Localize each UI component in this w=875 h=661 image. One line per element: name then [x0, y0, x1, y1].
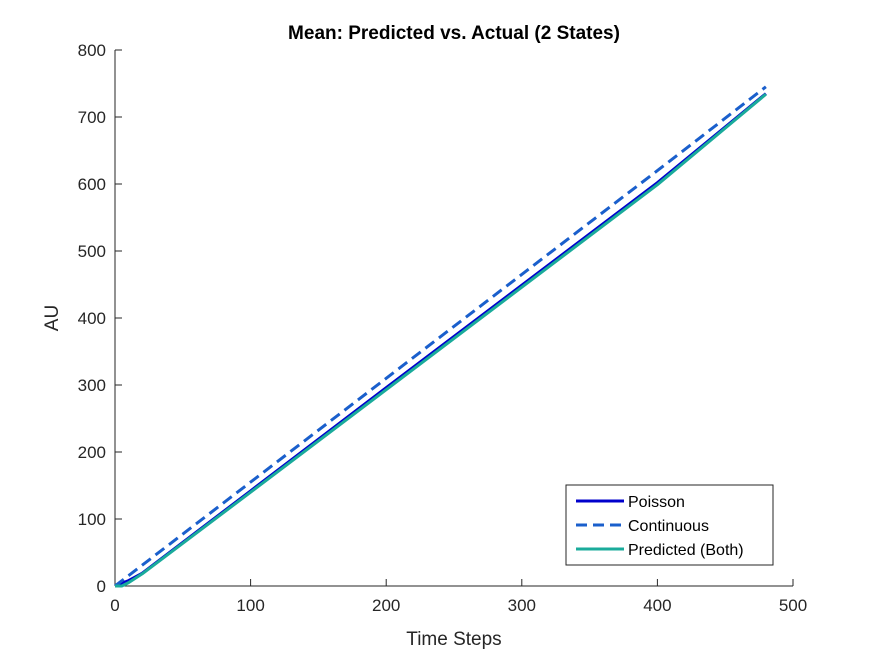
axes: 0 100 200 300 400 500 0 100 200 300 400 500 600 700 80… [78, 41, 808, 615]
chart-title: Mean: Predicted vs. Actual (2 States) [288, 23, 620, 44]
y-tick-label: 600 [78, 175, 106, 194]
y-tick-label: 700 [78, 108, 106, 127]
y-tick-label: 500 [78, 242, 106, 261]
y-tick-label: 100 [78, 510, 106, 529]
series-line-continuous [114, 85, 767, 588]
legend-label: Poisson [628, 494, 685, 511]
x-tick-label: 300 [508, 596, 536, 615]
legend: Poisson Continuous Predicted (Both) [565, 484, 774, 566]
y-tick-label: 800 [78, 41, 106, 60]
legend-label: Continuous [628, 518, 709, 535]
x-tick-label: 0 [110, 596, 119, 615]
legend-label: Predicted (Both) [628, 542, 744, 559]
y-tick-label: 300 [78, 376, 106, 395]
x-tick-label: 200 [372, 596, 400, 615]
y-tick-label: 0 [97, 577, 106, 596]
y-tick-label: 200 [78, 443, 106, 462]
y-tick-label: 400 [78, 309, 106, 328]
x-tick-label: 400 [643, 596, 671, 615]
x-tick-label: 500 [779, 596, 807, 615]
plot-lines [114, 85, 767, 588]
x-axis-title: Time Steps [406, 629, 501, 650]
x-tick-label: 100 [236, 596, 264, 615]
series-line-predicted-both [115, 93, 767, 588]
y-axis-title: AU [42, 305, 63, 331]
